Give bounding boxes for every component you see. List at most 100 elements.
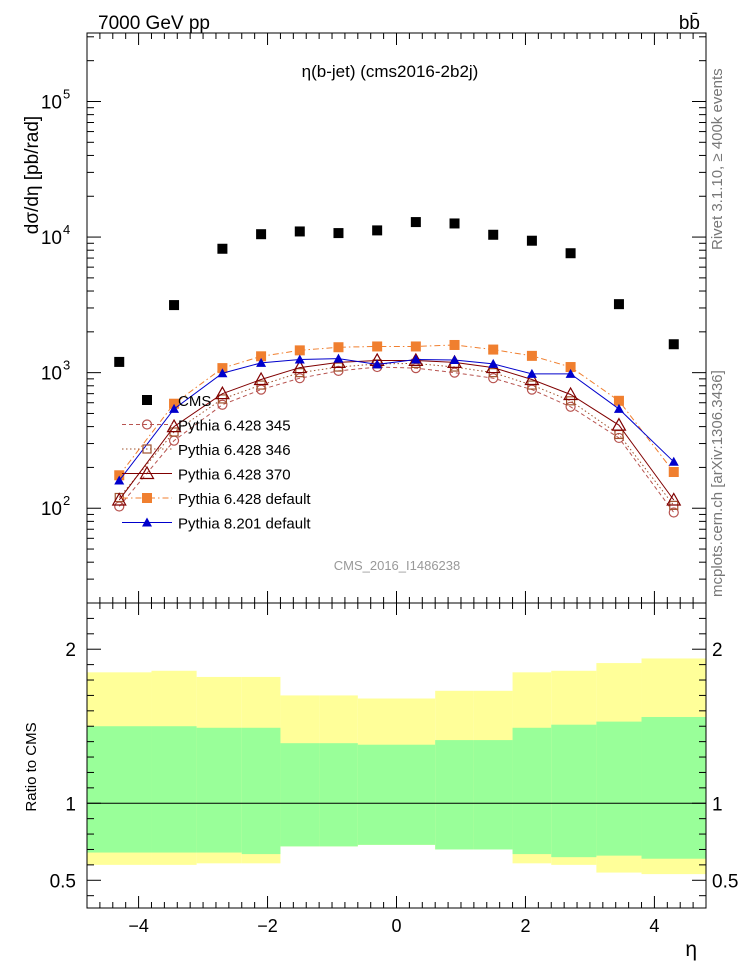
- data-point-pythia-8-201-default: [114, 475, 125, 485]
- data-point-pythia-6-428-default: [169, 398, 180, 409]
- header-beam-label: 7000 GeV pp: [98, 13, 210, 34]
- series-line-pythia-6-428-default: [118, 344, 675, 476]
- data-point-pythia-6-428-345: [449, 367, 460, 378]
- main-y-tick-label: 10: [41, 499, 62, 520]
- series-line-pythia-8-201-default: [118, 358, 675, 481]
- data-point-cms: [372, 225, 383, 236]
- data-point-cms: [256, 229, 267, 240]
- data-point-pythia-8-201-default: [449, 354, 460, 364]
- data-point-pythia-6-428-default: [333, 342, 344, 353]
- ratio-y-axis-label: Ratio to CMS: [23, 722, 40, 811]
- data-point-pythia-6-428-default: [294, 345, 305, 356]
- legend-marker: [139, 465, 155, 480]
- legend-label: Pythia 8.201 default: [178, 516, 311, 533]
- green-band-bin: [151, 726, 197, 853]
- main-y-tick-exponent: 3: [63, 358, 70, 373]
- legend-label: Pythia 6.428 345: [178, 418, 291, 435]
- ratio-bands: [87, 658, 706, 875]
- data-point-pythia-6-428-370: [111, 492, 127, 506]
- data-point-pythia-8-201-default: [613, 403, 624, 413]
- data-point-cms: [668, 339, 679, 350]
- legend-label: Pythia 6.428 346: [178, 442, 291, 459]
- green-band-bin: [435, 740, 474, 850]
- green-band-bin: [280, 743, 320, 847]
- legend-label: CMS: [178, 393, 211, 410]
- ratio-y-tick-label: 0.5: [50, 871, 76, 892]
- data-point-pythia-8-201-default: [410, 354, 421, 364]
- main-y-tick-exponent: 5: [63, 86, 70, 101]
- data-point-pythia-6-428-default: [526, 350, 537, 361]
- data-point-pythia-8-201-default: [217, 368, 228, 378]
- legend-entry-pythia-6-428-370: Pythia 6.428 370: [122, 465, 291, 484]
- data-point-cms: [333, 228, 344, 239]
- series-pythia-6-428-default: [114, 339, 679, 481]
- data-point-cms: [613, 299, 624, 310]
- analysis-label: CMS_2016_I1486238: [334, 558, 461, 573]
- data-point-pythia-6-428-default: [488, 344, 499, 355]
- legend-entry-cms: CMS: [142, 393, 211, 410]
- green-band-bin: [87, 726, 152, 853]
- legend-label: Pythia 6.428 default: [178, 491, 311, 508]
- ratio-axes: −4 −2 0 2 4 0.5 0.5 1 1 2 2: [50, 602, 738, 936]
- x-tick-label: 4: [649, 916, 659, 936]
- green-band-bin: [196, 727, 242, 853]
- data-point-pythia-8-201-default: [526, 368, 537, 378]
- data-point-pythia-6-428-default: [410, 341, 421, 352]
- data-point-pythia-8-201-default: [668, 456, 679, 466]
- data-point-cms: [449, 218, 460, 229]
- ratio-y-tick-label-right: 1: [712, 794, 723, 815]
- series-cms: [114, 217, 679, 367]
- data-point-pythia-6-428-370: [214, 385, 230, 400]
- ratio-y-tick-label: 1: [65, 794, 76, 815]
- mcplots-label: mcplots.cern.ch [arXiv:1306.3436]: [709, 370, 726, 597]
- series-line-pythia-6-428-345: [118, 366, 675, 513]
- data-point-pythia-6-428-345: [668, 507, 679, 518]
- legend-entry-pythia-6-428-default: Pythia 6.428 default: [122, 491, 311, 508]
- series-line-pythia-6-428-370: [118, 359, 675, 501]
- ratio-panel: −4 −2 0 2 4 0.5 0.5 1 1 2 2 Ratio to CMS η: [23, 602, 738, 961]
- data-point-pythia-6-428-default: [114, 470, 125, 481]
- x-tick-label: 2: [520, 916, 530, 936]
- data-point-pythia-8-201-default: [256, 357, 267, 367]
- series-pythia-8-201-default: [114, 353, 679, 485]
- data-point-cms: [217, 243, 228, 254]
- main-y-tick-label: 10: [41, 228, 62, 249]
- main-y-tick-exponent: 2: [63, 493, 70, 508]
- rivet-version-label: Rivet 3.1.10, ≥ 400k events: [709, 68, 726, 250]
- main-series: [111, 217, 682, 518]
- legend: CMS Pythia 6.428 345 Pythia 6.428 346 Pythi…: [122, 393, 311, 533]
- data-point-pythia-8-201-default: [294, 354, 305, 364]
- green-band-bin: [596, 721, 642, 856]
- legend-entry-pythia-6-428-346: Pythia 6.428 346: [122, 442, 291, 459]
- green-band-bin: [512, 727, 552, 855]
- data-point-pythia-6-428-345: [410, 363, 421, 374]
- legend-marker: [142, 493, 152, 503]
- green-band-bin: [241, 727, 281, 855]
- ratio-y-tick-label-right: 2: [712, 640, 723, 661]
- data-point-pythia-8-201-default: [372, 359, 383, 369]
- data-point-pythia-6-428-default: [668, 467, 679, 478]
- data-point-pythia-8-201-default: [565, 368, 576, 378]
- data-point-pythia-6-428-345: [217, 399, 228, 410]
- data-point-cms: [294, 226, 305, 237]
- green-band-bin: [551, 724, 597, 858]
- data-point-cms: [526, 235, 537, 246]
- data-point-cms: [114, 356, 125, 367]
- x-tick-label: 0: [391, 916, 401, 936]
- green-band-bin: [473, 740, 513, 850]
- data-point-pythia-6-428-default: [372, 341, 383, 352]
- main-y-tick-exponent: 4: [63, 222, 70, 237]
- data-point-pythia-6-428-default: [565, 362, 576, 373]
- x-tick-label: −2: [257, 916, 278, 936]
- data-point-pythia-6-428-370: [524, 371, 540, 386]
- data-point-pythia-8-201-default: [488, 358, 499, 368]
- x-tick-label: −4: [128, 916, 149, 936]
- ratio-y-tick-label-right: 0.5: [712, 871, 738, 892]
- data-point-pythia-6-428-370: [666, 492, 682, 506]
- data-point-cms: [488, 229, 499, 240]
- legend-marker: [141, 419, 153, 430]
- legend-marker: [142, 444, 152, 454]
